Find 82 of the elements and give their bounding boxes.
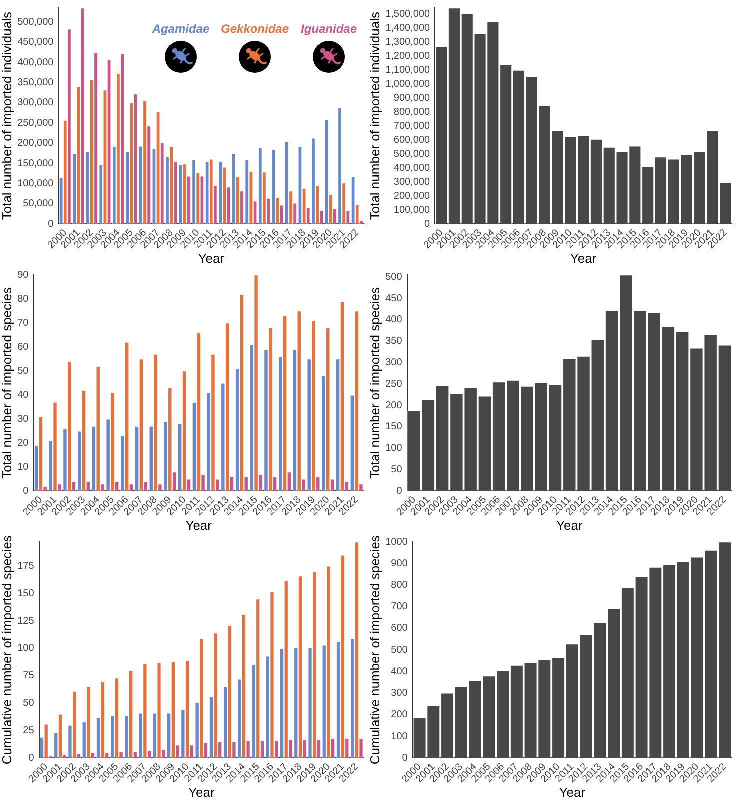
y-tick-label: 300 [386, 358, 403, 369]
y-tick-label: 1,100,000 [386, 65, 431, 76]
y-tick-label: 450 [386, 293, 403, 304]
y-tick-label: 400,000 [18, 57, 54, 68]
y-tick-label: 350 [386, 336, 403, 348]
y-axis-title: Total number of imported individuals [367, 12, 382, 220]
y-tick-label: 175 [18, 560, 35, 572]
y-tick-label: 350,000 [18, 78, 54, 89]
text: Gekkonidae [220, 22, 290, 36]
x-axis-title: Year [556, 518, 584, 533]
y-tick-label: 75 [23, 670, 35, 682]
y-tick-label: 1,200,000 [386, 51, 431, 62]
y-tick-label: 100 [386, 443, 403, 454]
y-tick-label: 500 [391, 644, 408, 656]
y-tick-label: 900 [391, 558, 408, 570]
x-axis-title: Year [559, 784, 586, 800]
y-tick-label: 200 [391, 710, 408, 721]
y-tick-label: 80 [18, 294, 30, 305]
x-axis-title: Year [198, 250, 226, 266]
y-tick-label: 100,000 [394, 204, 431, 216]
y-tick-label: 0 [402, 752, 408, 764]
x-axis-title: Year [188, 784, 216, 800]
y-tick-label: 200,000 [394, 190, 431, 202]
y-axis-title: Cumulative number of imported species [0, 535, 14, 765]
y-tick-label: 1,500,000 [386, 9, 431, 20]
x-axis-title: Year [570, 250, 598, 266]
y-tick-label: 400 [391, 666, 408, 678]
y-tick-label: 1000 [386, 536, 408, 548]
y-tick-label: 150 [18, 588, 35, 600]
y-tick-label: 0 [396, 486, 403, 497]
y-tick-label: 300 [391, 688, 408, 700]
y-tick-label: 0 [28, 752, 35, 764]
y-tick-label: 0 [424, 218, 431, 230]
y-axis-title: Cumulative number of imported species [367, 535, 382, 765]
y-tick-label: 10 [18, 462, 30, 473]
y-tick-label: 250,000 [18, 118, 54, 129]
y-tick-label: 500,000 [394, 148, 431, 160]
y-axis-title: Total number of imported individuals [0, 12, 14, 220]
y-tick-label: 150,000 [18, 158, 54, 170]
y-tick-label: 500 [386, 272, 403, 283]
y-axis-title: Total number of imported species [367, 286, 382, 479]
y-tick-label: 600,000 [394, 134, 431, 146]
y-tick-label: 800 [391, 580, 408, 591]
y-tick-label: 0 [48, 218, 54, 230]
y-tick-label: 125 [18, 616, 35, 627]
y-tick-label: 50,000 [23, 198, 54, 210]
y-tick-label: 450,000 [18, 37, 54, 48]
y-tick-label: 900,000 [394, 93, 431, 104]
x-axis-title: Year [186, 518, 213, 533]
y-tick-label: 300,000 [394, 176, 431, 188]
y-tick-label: 50 [23, 698, 35, 710]
y-tick-label: 250 [386, 378, 403, 390]
y-tick-label: 70 [18, 318, 30, 329]
text: Agamidae [152, 22, 210, 36]
y-tick-label: 600 [391, 623, 408, 634]
y-tick-label: 150 [386, 422, 403, 433]
y-tick-label: 500,000 [18, 16, 54, 28]
y-tick-label: 1,000,000 [386, 79, 431, 90]
y-tick-label: 100 [18, 643, 35, 654]
y-tick-label: 100,000 [18, 178, 54, 190]
y-tick-label: 1,300,000 [386, 37, 431, 48]
y-tick-label: 100 [391, 731, 408, 742]
y-tick-label: 0 [23, 486, 30, 497]
y-tick-label: 30 [18, 414, 30, 425]
y-tick-label: 90 [18, 270, 30, 281]
y-tick-label: 20 [18, 438, 30, 449]
y-tick-label: 200,000 [18, 138, 54, 150]
y-tick-label: 400,000 [394, 162, 431, 174]
y-tick-label: 40 [18, 390, 30, 401]
y-tick-label: 700,000 [394, 120, 431, 132]
y-tick-label: 1,400,000 [386, 23, 431, 34]
y-tick-label: 50 [391, 464, 403, 476]
text: Iguanidae [300, 22, 357, 36]
y-axis-title: Total number of imported species [0, 286, 14, 479]
y-tick-label: 25 [23, 726, 35, 736]
y-tick-label: 800,000 [394, 106, 431, 118]
y-tick-label: 200 [386, 400, 403, 412]
y-tick-label: 400 [386, 314, 403, 326]
y-tick-label: 60 [18, 342, 30, 353]
y-tick-label: 300,000 [18, 98, 54, 109]
y-tick-label: 700 [391, 602, 408, 613]
y-tick-label: 50 [18, 366, 30, 377]
